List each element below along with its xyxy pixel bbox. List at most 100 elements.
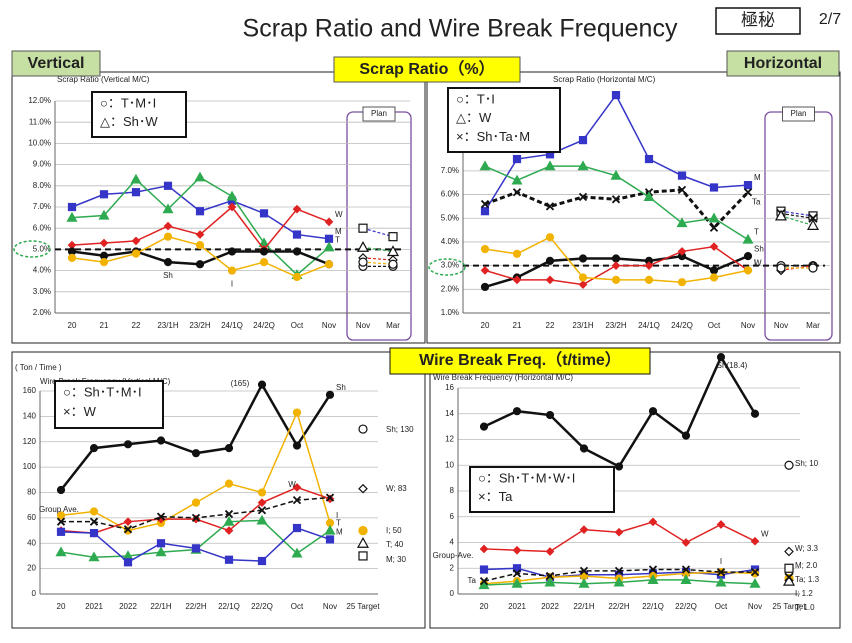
marker bbox=[479, 576, 489, 586]
marker bbox=[644, 261, 654, 270]
target-label: W; 3.3 bbox=[795, 544, 819, 553]
marker bbox=[578, 273, 588, 282]
y-axis-label: ( Ton / Time ) bbox=[15, 363, 62, 372]
x-tick-label: 22/2Q bbox=[251, 602, 273, 611]
horizontal-tag bbox=[726, 50, 840, 77]
marker bbox=[67, 202, 77, 212]
x-tick-label: 21 bbox=[513, 321, 522, 330]
marker bbox=[611, 261, 621, 270]
marker bbox=[545, 571, 555, 581]
y-tick-label: 60 bbox=[27, 513, 36, 522]
marker bbox=[89, 517, 99, 526]
y-tick-label: 4.0% bbox=[33, 266, 51, 275]
marker bbox=[259, 247, 269, 256]
marker bbox=[784, 563, 794, 573]
chart-title: Scrap Ratio (Vertical M/C) bbox=[57, 75, 150, 84]
marker bbox=[512, 407, 522, 416]
x-tick-label: Nov bbox=[322, 321, 336, 330]
x-tick-label: 22 bbox=[546, 321, 555, 330]
marker bbox=[579, 525, 589, 534]
y-tick-label: 120 bbox=[23, 437, 37, 446]
y-tick-label: 160 bbox=[23, 386, 37, 395]
marker bbox=[614, 462, 624, 471]
legend-box bbox=[469, 466, 615, 513]
marker bbox=[292, 523, 302, 533]
marker bbox=[191, 449, 201, 458]
marker bbox=[123, 517, 133, 527]
x-tick-label: 22 bbox=[132, 321, 141, 330]
marker bbox=[130, 173, 142, 184]
marker bbox=[292, 483, 302, 492]
series-label: Sh bbox=[163, 271, 173, 280]
marker bbox=[163, 181, 173, 190]
marker bbox=[545, 547, 555, 556]
x-tick-label: 22/2Q bbox=[675, 602, 697, 611]
chart: Wire Break Frequency (Vertical M/C)( Ton… bbox=[11, 351, 426, 629]
marker bbox=[98, 209, 110, 220]
marker bbox=[544, 576, 556, 587]
legend-entry: ×：W bbox=[63, 404, 97, 419]
series-label: M bbox=[754, 173, 761, 182]
series-label: W bbox=[754, 258, 762, 267]
marker bbox=[743, 188, 753, 197]
y-tick-label: 10.0% bbox=[28, 139, 51, 148]
marker bbox=[677, 171, 687, 180]
chart-frame bbox=[11, 71, 426, 344]
marker bbox=[776, 263, 786, 273]
plan-label: Plan bbox=[371, 109, 387, 118]
marker bbox=[677, 247, 687, 256]
x-tick-label: 24/1Q bbox=[221, 321, 243, 330]
marker bbox=[708, 212, 720, 223]
x-tick-label: Nov bbox=[774, 321, 788, 330]
marker bbox=[511, 577, 523, 588]
chart-title: Wire Break Frequency (Horizontal M/C) bbox=[433, 373, 573, 382]
marker bbox=[99, 190, 109, 199]
chart-title: Scrap Ratio (Horizontal M/C) bbox=[553, 75, 656, 84]
x-tick-label: Nov bbox=[356, 321, 370, 330]
x-tick-label: 2022 bbox=[119, 602, 137, 611]
marker bbox=[223, 515, 235, 526]
marker bbox=[479, 565, 489, 574]
marker bbox=[578, 577, 590, 588]
horizontal-label: Horizontal bbox=[744, 55, 822, 72]
marker bbox=[614, 566, 624, 575]
series-label: Sh bbox=[754, 244, 764, 253]
series-label: Sh bbox=[336, 383, 346, 392]
marker bbox=[292, 495, 302, 505]
x-tick-label: 20 bbox=[481, 321, 490, 330]
marker bbox=[325, 535, 335, 544]
legend-entry: ○：T･M･I bbox=[100, 95, 156, 110]
marker bbox=[578, 280, 588, 289]
marker bbox=[677, 185, 687, 194]
marker bbox=[512, 188, 522, 197]
marker bbox=[806, 219, 820, 230]
marker bbox=[292, 441, 302, 450]
y-tick-label: 3.0% bbox=[441, 261, 459, 270]
x-tick-label: 22/2H bbox=[185, 602, 207, 611]
classification-box bbox=[715, 7, 801, 35]
marker bbox=[544, 160, 556, 171]
marker bbox=[709, 223, 719, 232]
marker bbox=[324, 524, 336, 535]
marker bbox=[163, 221, 173, 231]
target-label: M; 2.0 bbox=[795, 561, 818, 570]
marker bbox=[99, 238, 109, 248]
y-tick-label: 80 bbox=[27, 488, 36, 497]
series-label: I bbox=[754, 258, 756, 267]
marker bbox=[578, 136, 588, 145]
marker bbox=[648, 407, 658, 416]
series-label: W bbox=[335, 210, 343, 219]
marker bbox=[388, 232, 398, 242]
marker bbox=[512, 569, 522, 578]
marker bbox=[388, 259, 398, 269]
marker bbox=[545, 256, 555, 265]
target-label: Sh; 130 bbox=[386, 425, 414, 434]
series-label: I bbox=[231, 280, 233, 289]
series-label: I bbox=[720, 557, 722, 566]
marker bbox=[578, 254, 588, 263]
y-tick-label: 6.0% bbox=[33, 223, 51, 232]
marker bbox=[512, 545, 522, 555]
marker bbox=[131, 188, 141, 197]
marker bbox=[716, 353, 726, 362]
marker bbox=[358, 483, 368, 494]
